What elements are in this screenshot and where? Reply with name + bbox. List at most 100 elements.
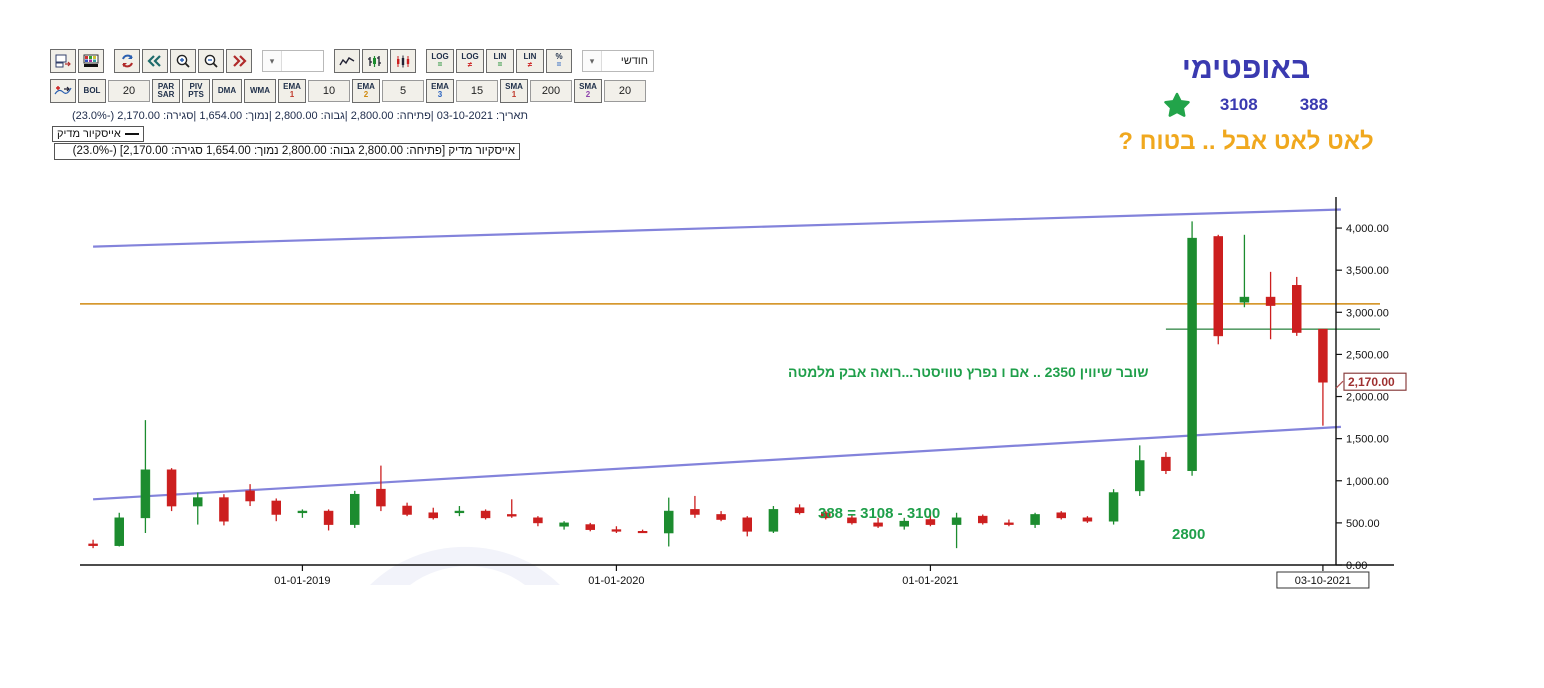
log-notequal-label: LOG	[461, 52, 479, 61]
candle-body	[1187, 237, 1197, 471]
symbol-select[interactable]: ▾	[262, 50, 324, 72]
candlestick	[245, 484, 255, 507]
ema3-period-field[interactable]: 15	[456, 80, 498, 102]
y-tick-label: 500.00	[1346, 518, 1380, 530]
sma1-period-value: 200	[541, 85, 561, 97]
candlestick	[899, 517, 909, 530]
candlestick	[454, 506, 465, 517]
lin-notequal-icon[interactable]: LIN ≠	[516, 49, 544, 73]
sma1-period-field[interactable]: 200	[530, 80, 572, 102]
wma-label: WMA	[250, 86, 270, 95]
candle-body	[951, 517, 962, 525]
candle-body	[637, 531, 648, 534]
candlestick	[664, 497, 674, 547]
candlestick	[585, 522, 595, 532]
sma2-period-field[interactable]: 20	[604, 80, 646, 102]
dma-button[interactable]: DMA	[212, 79, 242, 103]
candle-body	[350, 493, 360, 525]
sma2-button[interactable]: SMA 2	[574, 79, 602, 103]
candle-body	[114, 517, 124, 546]
ohlc-bar-icon[interactable]	[362, 49, 388, 73]
timeframe-select[interactable]: ▾ חודשי	[582, 50, 654, 72]
legend-symbol-name: אייסקיור מדיק	[57, 128, 121, 140]
bollinger-button[interactable]: BOL	[78, 79, 106, 103]
candle-body	[507, 514, 517, 517]
brand-metrics-row: 3108 388	[1096, 92, 1396, 118]
candlestick	[1056, 511, 1066, 520]
last-date-box	[1276, 571, 1370, 589]
save-window-icon[interactable]	[50, 49, 76, 73]
lin-equal-icon[interactable]: LIN =	[486, 49, 514, 73]
ema1-period-field[interactable]: 10	[308, 80, 350, 102]
line-chart-icon[interactable]	[334, 49, 360, 73]
candlestick	[297, 509, 308, 518]
log-notequal-sub: ≠	[467, 60, 473, 69]
candlestick	[742, 516, 752, 537]
log-equal-label: LOG	[431, 52, 449, 61]
candlestick	[847, 514, 857, 525]
chart-canvas[interactable]: 0.00 500.00 1,000.00 1,500.00 2,000.00 2,500.…	[0, 185, 1544, 605]
x-tick-label: 01-01-2019	[274, 575, 330, 587]
log-notequal-icon[interactable]: LOG ≠	[456, 49, 484, 73]
candle-body	[166, 469, 177, 507]
candlestick	[690, 495, 700, 518]
candle-body	[742, 517, 752, 532]
candlestick	[978, 514, 988, 525]
pivot-points-button[interactable]: PIV PTS	[182, 79, 210, 103]
par-label: PAR	[157, 82, 175, 91]
wma-button[interactable]: WMA	[244, 79, 276, 103]
watermark	[370, 546, 560, 585]
y-tick-label: 2,000.00	[1346, 392, 1389, 404]
ema3-button[interactable]: EMA 3	[426, 79, 454, 103]
bollinger-period-field[interactable]: 20	[108, 80, 150, 102]
candlestick	[271, 498, 281, 522]
ema3-label: EMA	[431, 82, 449, 91]
ema2-button[interactable]: EMA 2	[352, 79, 380, 103]
candle-body	[1239, 296, 1250, 303]
ema2-period-field[interactable]: 5	[382, 80, 424, 102]
candlestick	[88, 539, 98, 549]
candle-body	[533, 517, 543, 524]
candle-body	[768, 509, 779, 532]
y-tick-label: 3,500.00	[1346, 265, 1389, 277]
brand-title: באופטימי	[1181, 52, 1311, 85]
sma1-button[interactable]: SMA 1	[500, 79, 528, 103]
y-tick-label: 4,000.00	[1346, 223, 1389, 235]
zoom-in-icon[interactable]	[170, 49, 196, 73]
palette-icon[interactable]	[78, 49, 104, 73]
candlestick	[925, 512, 936, 527]
brand-subtitle: לאט לאט אבל .. בטוח ?	[1118, 128, 1374, 155]
candlestick	[350, 490, 360, 528]
ema1-button[interactable]: EMA 1	[278, 79, 306, 103]
candle-body	[1108, 492, 1119, 522]
refresh-icon[interactable]	[114, 49, 140, 73]
x-tick-label: 01-01-2020	[588, 575, 644, 587]
toolbar-row-indicators: BOL 20 PAR SAR PIV PTS DMA WMA	[50, 78, 646, 104]
candlestick	[1213, 234, 1223, 345]
add-indicator-icon[interactable]	[50, 79, 76, 103]
candlestick	[559, 521, 569, 530]
legend-chip[interactable]: אייסקיור מדיק	[52, 126, 144, 142]
candle-body	[271, 500, 281, 515]
brand-number-right: 388	[1299, 95, 1329, 114]
log-equal-icon[interactable]: LOG =	[426, 49, 454, 73]
percent-icon[interactable]: % =	[546, 49, 572, 73]
zoom-out-icon[interactable]	[198, 49, 224, 73]
candlestick	[716, 511, 726, 522]
candlestick-icon[interactable]	[390, 49, 416, 73]
candle-body	[978, 515, 988, 524]
candle-body	[716, 514, 726, 520]
parabolic-sar-button[interactable]: PAR SAR	[152, 79, 180, 103]
percent-label: %	[555, 52, 563, 61]
candlestick	[794, 504, 805, 515]
double-chevron-right-icon[interactable]	[226, 49, 252, 73]
double-chevron-left-icon[interactable]	[142, 49, 168, 73]
candle-body	[1292, 285, 1302, 333]
candle-body	[899, 520, 909, 527]
candle-body	[1082, 517, 1093, 522]
ema3-index: 3	[437, 90, 443, 99]
ema2-label: EMA	[357, 82, 375, 91]
candlestick	[1004, 519, 1014, 527]
support-annotation: 2800	[1172, 526, 1205, 543]
